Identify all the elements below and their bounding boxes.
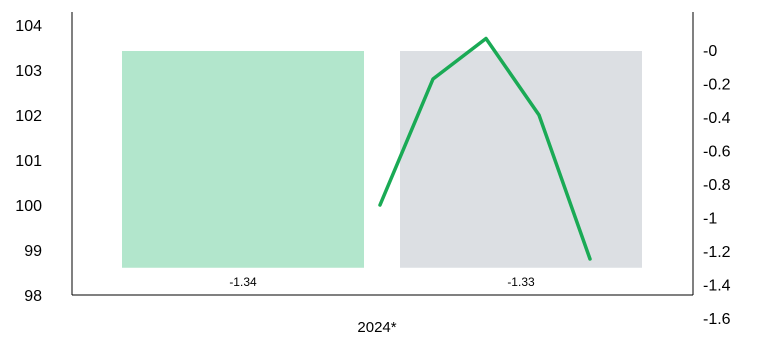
left-tick-label: 100	[15, 198, 42, 215]
line-series	[378, 36, 592, 261]
right-axis-ticks: -1.6 -1.4 -1.2 -1 -0.8 -0.6 -0.4 -0.2 -0	[703, 43, 731, 328]
right-tick-label: -1	[703, 211, 717, 228]
axes	[71, 12, 694, 296]
right-tick-label: -0.2	[703, 77, 731, 94]
bar-data-label: -1.33	[507, 275, 535, 289]
left-axis-ticks: 98 99 100 101 102 103 104	[15, 18, 42, 305]
right-tick-label: -1.6	[703, 311, 731, 328]
bar-group	[122, 51, 642, 268]
right-tick-label: -0.8	[703, 177, 731, 194]
right-tick-label: -1.2	[703, 244, 731, 261]
right-tick-label: -0.6	[703, 144, 731, 161]
bar-data-labels: -1.34 -1.33	[229, 275, 535, 289]
left-tick-label: 99	[24, 243, 42, 260]
x-axis-category-label: 2024*	[357, 319, 396, 336]
bar-1	[122, 51, 364, 268]
left-tick-label: 98	[24, 288, 42, 305]
right-tick-label: -1.4	[703, 278, 731, 295]
left-tick-label: 104	[15, 18, 42, 35]
left-tick-label: 101	[15, 153, 42, 170]
right-tick-label: -0.4	[703, 110, 731, 127]
bar-2	[400, 51, 642, 268]
right-tick-label: -0	[703, 43, 717, 60]
left-tick-label: 103	[15, 63, 42, 80]
left-tick-label: 102	[15, 108, 42, 125]
bar-data-label: -1.34	[229, 275, 257, 289]
